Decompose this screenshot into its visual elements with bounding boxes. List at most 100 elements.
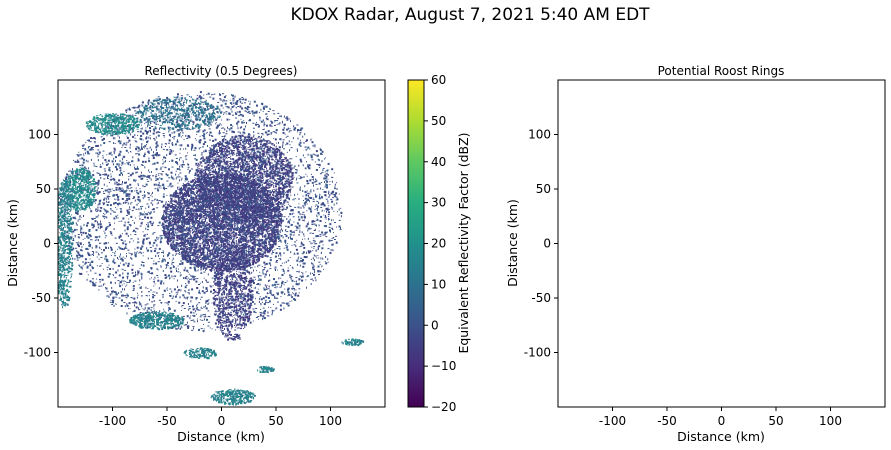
reflectivity-pixel — [247, 234, 248, 236]
reflectivity-pixel — [274, 213, 277, 215]
reflectivity-pixel — [212, 242, 214, 245]
reflectivity-pixel — [167, 237, 170, 240]
reflectivity-pixel — [211, 188, 214, 190]
reflectivity-pixel — [168, 234, 171, 236]
reflectivity-pixel — [206, 263, 208, 266]
reflectivity-pixel — [207, 261, 210, 263]
reflectivity-pixel — [263, 228, 265, 231]
reflectivity-pixel — [237, 255, 239, 258]
reflectivity-pixel — [264, 241, 265, 243]
reflectivity-pixel — [177, 239, 179, 241]
reflectivity-pixel — [255, 189, 256, 192]
reflectivity-pixel — [243, 233, 245, 235]
reflectivity-pixel — [182, 196, 184, 199]
reflectivity-pixel — [230, 227, 233, 229]
reflectivity-pixel — [258, 257, 261, 259]
reflectivity-pixel — [207, 207, 208, 209]
reflectivity-pixel — [271, 231, 274, 234]
reflectivity-pixel — [269, 215, 272, 218]
reflectivity-pixel — [200, 259, 201, 260]
reflectivity-pixel — [200, 264, 202, 266]
reflectivity-pixel — [209, 254, 212, 256]
reflectivity-pixel — [163, 209, 166, 211]
reflectivity-pixel — [227, 243, 230, 245]
reflectivity-pixel — [261, 231, 264, 233]
reflectivity-pixel — [272, 235, 274, 237]
reflectivity-pixel — [176, 202, 179, 205]
reflectivity-pixel — [198, 251, 201, 253]
reflectivity-pixel — [248, 227, 251, 230]
figure-suptitle: KDOX Radar, August 7, 2021 5:40 AM EDT — [290, 5, 650, 25]
reflectivity-pixel — [176, 224, 178, 227]
reflectivity-pixel — [184, 255, 187, 257]
reflectivity-pixel — [211, 264, 214, 266]
reflectivity-pixel — [185, 183, 188, 185]
reflectivity-pixel — [198, 236, 199, 238]
reflectivity-pixel — [213, 246, 215, 248]
reflectivity-pixel — [179, 242, 182, 244]
reflectivity-pixel — [258, 189, 260, 191]
reflectivity-pixel — [175, 242, 178, 245]
reflectivity-pixel — [231, 225, 233, 227]
reflectivity-pixel — [217, 173, 219, 176]
reflectivity-pixel — [247, 224, 250, 226]
reflectivity-pixel — [256, 191, 258, 193]
reflectivity-pixel — [195, 232, 197, 234]
reflectivity-pixel — [186, 213, 188, 215]
reflectivity-pixel — [207, 249, 210, 252]
reflectivity-pixel — [220, 196, 221, 199]
reflectivity-pixel — [270, 203, 273, 206]
reflectivity-pixel — [208, 243, 209, 245]
reflectivity-pixel — [219, 237, 222, 239]
reflectivity-pixel — [219, 267, 222, 270]
reflectivity-pixel — [248, 253, 250, 255]
reflectivity-pixel — [229, 183, 232, 185]
reflectivity-pixel — [239, 196, 241, 198]
reflectivity-pixel — [186, 249, 189, 251]
reflectivity-pixel — [218, 183, 220, 185]
reflectivity-pixel — [184, 203, 185, 205]
reflectivity-pixel — [213, 235, 215, 238]
reflectivity-pixel — [250, 225, 252, 228]
reflectivity-pixel — [250, 238, 252, 240]
reflectivity-pixel — [212, 246, 214, 248]
reflectivity-pixel — [257, 247, 260, 250]
reflectivity-pixel — [236, 249, 238, 251]
reflectivity-pixel — [208, 264, 211, 266]
reflectivity-pixel — [165, 225, 167, 228]
reflectivity-pixel — [175, 247, 178, 249]
reflectivity-pixel — [190, 255, 193, 256]
reflectivity-pixel — [230, 253, 232, 255]
reflectivity-pixel — [226, 215, 229, 218]
reflectivity-pixel — [213, 269, 215, 271]
reflectivity-pixel — [235, 219, 238, 221]
reflectivity-pixel — [210, 174, 213, 175]
reflectivity-pixel — [259, 238, 261, 241]
reflectivity-pixel — [189, 218, 192, 221]
reflectivity-pixel — [263, 235, 265, 238]
reflectivity-pixel — [257, 253, 259, 256]
reflectivity-pixel — [276, 234, 278, 236]
reflectivity-pixel — [237, 221, 239, 224]
reflectivity-pixel — [245, 257, 248, 259]
reflectivity-pixel — [194, 260, 197, 263]
reflectivity-pixel — [209, 257, 211, 259]
reflectivity-pixel — [189, 198, 192, 200]
reflectivity-pixel — [164, 206, 167, 209]
reflectivity-pixel — [229, 216, 231, 218]
reflectivity-pixel — [191, 222, 194, 224]
reflectivity-pixel — [173, 216, 175, 219]
reflectivity-pixel — [180, 189, 181, 192]
reflectivity-pixel — [186, 208, 189, 209]
reflectivity-pixel — [224, 240, 226, 242]
reflectivity-pixel — [199, 244, 202, 247]
reflectivity-pixel — [241, 229, 244, 232]
reflectivity-pixel — [222, 222, 224, 224]
reflectivity-pixel — [170, 246, 172, 248]
reflectivity-pixel — [164, 216, 167, 219]
reflectivity-pixel — [269, 237, 271, 239]
reflectivity-pixel — [246, 206, 249, 209]
reflectivity-pixel — [174, 236, 175, 239]
reflectivity-pixel — [184, 192, 186, 194]
reflectivity-pixel — [174, 206, 175, 208]
